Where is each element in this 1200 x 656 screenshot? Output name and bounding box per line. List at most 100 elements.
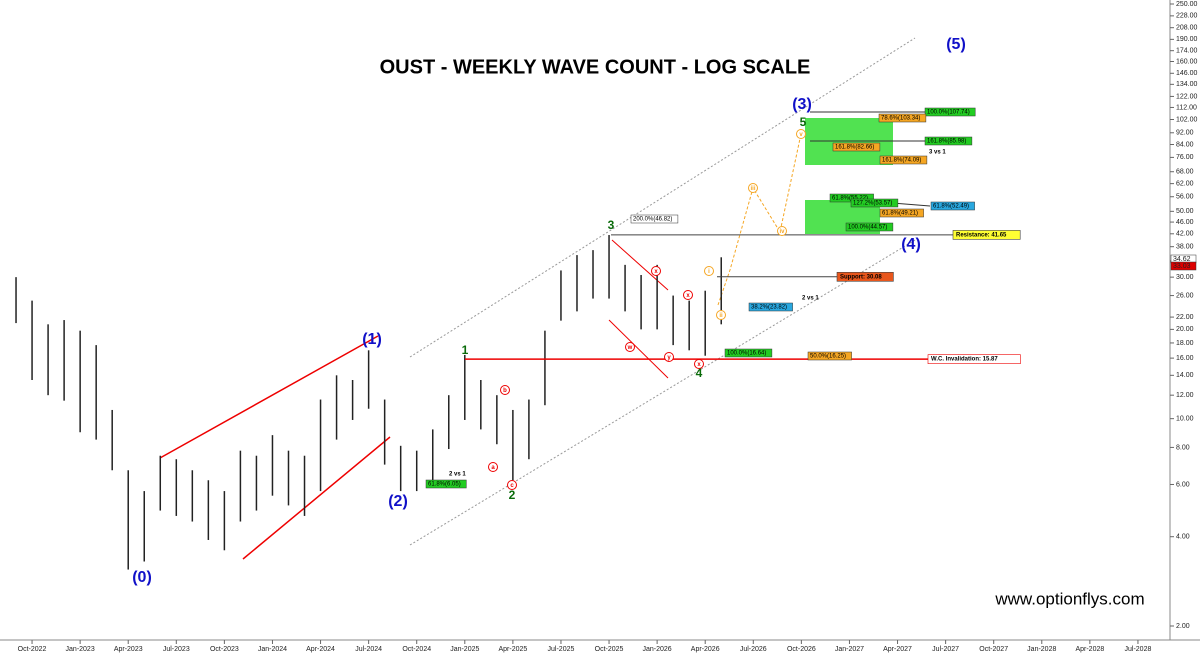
x-tick-label: Oct-2022 [18, 646, 47, 653]
fib-box [879, 208, 924, 218]
wave-label: (3) [792, 96, 812, 113]
y-tick-label: 46.00 [1176, 219, 1194, 226]
wave-label: x [654, 269, 658, 275]
y-tick-label: 228.00 [1176, 13, 1198, 20]
y-tick-label: 122.00 [1176, 93, 1198, 100]
fib-box [879, 155, 928, 165]
x-tick-label: Apr-2025 [498, 646, 527, 653]
wave-label: iv [779, 229, 785, 235]
x-tick-label: Jan-2028 [1027, 646, 1056, 653]
x-tick-label: Oct-2026 [787, 646, 816, 653]
y-tick-label: 2.00 [1176, 623, 1190, 630]
fib-box [832, 142, 881, 152]
y-tick-label: 208.00 [1176, 25, 1198, 32]
y-tick-label: 50.00 [1176, 208, 1194, 215]
level-box [836, 271, 894, 282]
wave-label: (2) [388, 493, 408, 510]
y-tick-label: 146.00 [1176, 70, 1198, 77]
level-label: W.C. Invalidation: 15.87 [931, 357, 998, 363]
x-tick-label: Oct-2023 [210, 646, 239, 653]
y-tick-label: 22.00 [1176, 314, 1194, 321]
wave-label: w [627, 345, 633, 351]
y-tick-label: 102.00 [1176, 116, 1198, 123]
fib-label: 127.2%(53.57) [853, 201, 892, 207]
chart-title: OUST - WEEKLY WAVE COUNT - LOG SCALE [380, 56, 811, 78]
fib-box [748, 302, 793, 312]
wave-circle [796, 129, 806, 139]
y-tick-label: 10.00 [1176, 416, 1194, 423]
wave-label: c [510, 483, 514, 489]
wave-circle [683, 290, 693, 300]
wave-circle [488, 462, 498, 472]
fib-label: 61.8%(49.21) [882, 211, 918, 217]
price-tag-label: 34.62 [1173, 256, 1191, 263]
trend-line [242, 436, 391, 560]
y-tick-label: 26.00 [1176, 292, 1194, 299]
wave-label: a [491, 465, 495, 471]
wave-label: (5) [946, 36, 966, 53]
x-tick-label: Apr-2023 [114, 646, 143, 653]
price-tag [1170, 261, 1197, 271]
x-tick-label: Jul-2028 [1125, 646, 1152, 653]
fib-box [724, 348, 773, 358]
x-tick-label: Apr-2026 [691, 646, 720, 653]
wave-label: i [708, 269, 710, 275]
wave-label: 4 [696, 366, 703, 380]
y-tick-label: 76.00 [1176, 154, 1194, 161]
fib-box [850, 198, 899, 208]
fib-label: 100.0%(107.74) [927, 110, 970, 116]
channel-line [409, 37, 916, 358]
wave-label: ii [719, 313, 723, 319]
level-box [927, 354, 1021, 364]
wave-circle [507, 480, 517, 490]
x-tick-label: Apr-2027 [883, 646, 912, 653]
fib-label: 61.8%(55.22) [832, 196, 868, 202]
wave-label: x [686, 293, 690, 299]
y-tick-label: 18.00 [1176, 340, 1194, 347]
fib-label: 161.8%(74.09) [882, 158, 921, 164]
x-tick-label: Jul-2025 [548, 646, 575, 653]
wave-circle [625, 342, 635, 352]
y-tick-label: 8.00 [1176, 444, 1190, 451]
wave-label: iii [750, 186, 755, 192]
x-tick-label: Jan-2024 [258, 646, 287, 653]
wave-circle [694, 359, 704, 369]
x-tick-label: Jan-2027 [835, 646, 864, 653]
fib-box [425, 479, 467, 489]
y-tick-label: 12.00 [1176, 392, 1194, 399]
trend-line [608, 319, 669, 379]
y-tick-label: 190.00 [1176, 36, 1198, 43]
fib-label: 38.2%(23.82) [751, 305, 787, 311]
price-tag-label: 33.03 [1173, 263, 1191, 270]
fib-box [924, 107, 976, 117]
level-label: Resistance: 41.65 [956, 232, 1007, 238]
wave-label: v [799, 132, 803, 138]
y-tick-label: 250.00 [1176, 1, 1198, 8]
wave-label: 2 [509, 488, 516, 502]
x-tick-label: Jul-2027 [932, 646, 959, 653]
fib-box [807, 351, 852, 361]
x-tick-label: Apr-2028 [1075, 646, 1104, 653]
y-tick-label: 134.00 [1176, 81, 1198, 88]
watermark: www.optionflys.com [994, 589, 1144, 608]
fib-label: 3 vs 1 [929, 150, 946, 156]
y-tick-label: 16.00 [1176, 355, 1194, 362]
y-tick-label: 84.00 [1176, 141, 1194, 148]
wave-label: 3 [608, 218, 615, 232]
wave-label: x [697, 362, 701, 368]
y-tick-label: 56.00 [1176, 194, 1194, 201]
y-tick-label: 42.00 [1176, 231, 1194, 238]
y-tick-label: 30.00 [1176, 274, 1194, 281]
fib-label: 100.0%(44.57) [848, 225, 887, 231]
fib-box [924, 136, 973, 146]
fib-label: 161.8%(85.98) [927, 139, 966, 145]
y-tick-label: 68.00 [1176, 169, 1194, 176]
y-tick-label: 62.00 [1176, 180, 1194, 187]
level-box [952, 230, 1021, 240]
wave-label: 1 [462, 343, 469, 357]
y-tick-label: 20.00 [1176, 326, 1194, 333]
wave-circle [500, 385, 510, 395]
wave-label: 5 [800, 115, 807, 129]
